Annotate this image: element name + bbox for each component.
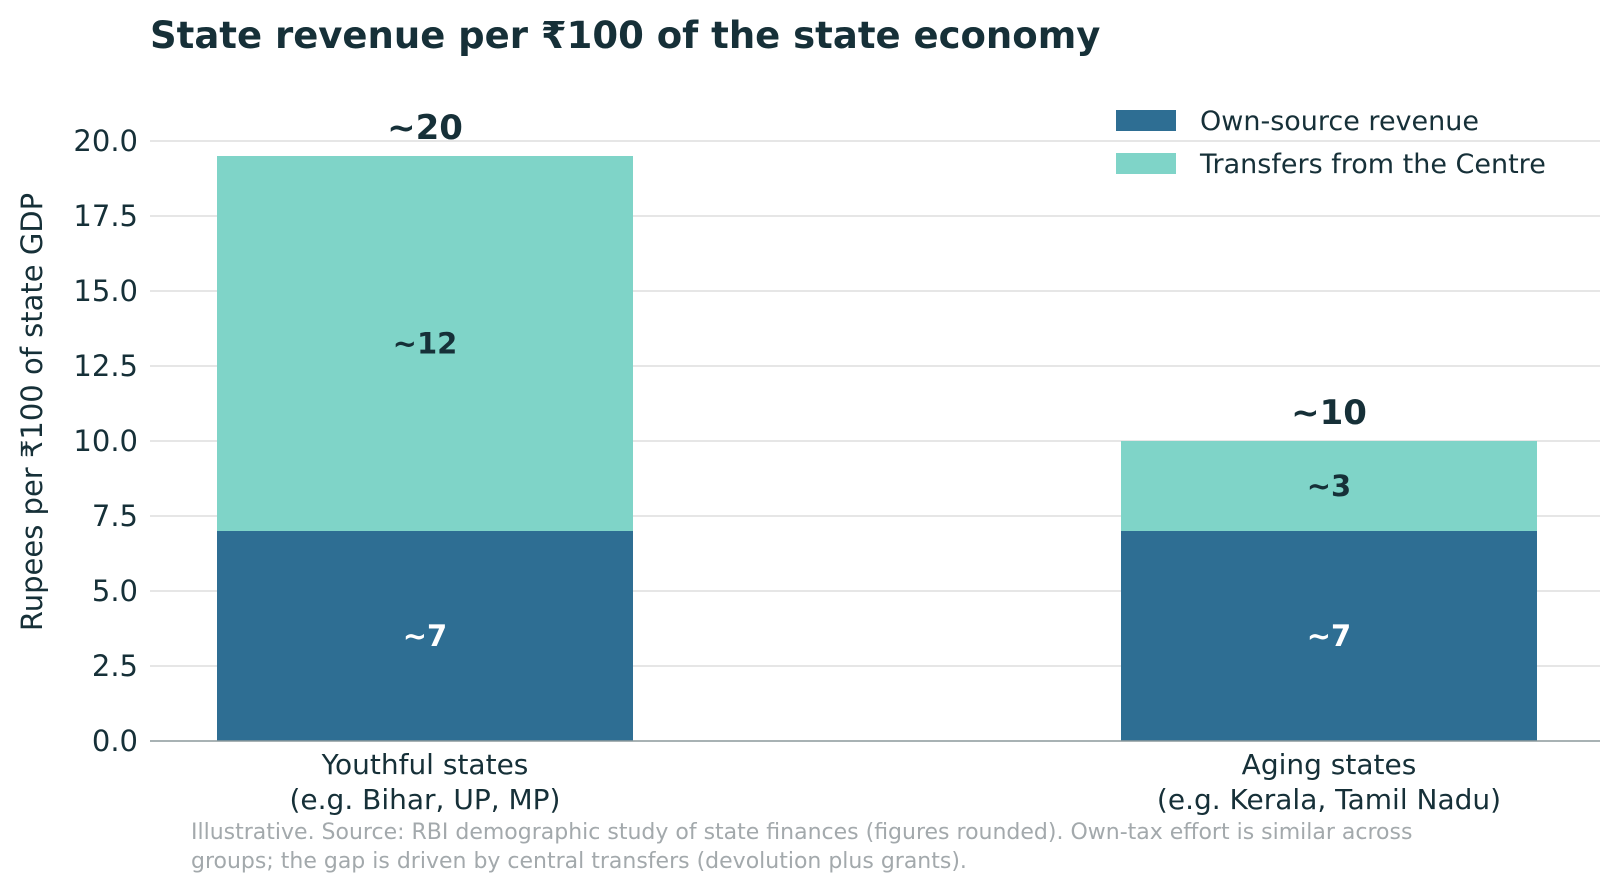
y-tick-label: 0.0	[92, 724, 138, 758]
legend: Own-source revenue Transfers from the Cen…	[1116, 106, 1546, 180]
source-note: Illustrative. Source: RBI demographic st…	[191, 820, 1412, 874]
legend-swatch	[1116, 110, 1176, 131]
segment-value-label: ~7	[1307, 619, 1351, 653]
bar-total-label: ~10	[1291, 393, 1367, 433]
y-tick-label: 17.5	[73, 199, 138, 233]
y-tick-label: 15.0	[73, 274, 138, 308]
y-tick-label: 20.0	[73, 124, 138, 158]
segment-value-label: ~3	[1307, 469, 1351, 503]
y-axis-label: Rupees per ₹100 of state GDP	[15, 193, 49, 631]
source-note-line: Illustrative. Source: RBI demographic st…	[191, 820, 1412, 845]
y-tick-label: 12.5	[73, 349, 138, 383]
source-note-line: groups; the gap is driven by central tra…	[191, 849, 967, 874]
y-tick-label: 7.5	[92, 499, 138, 533]
legend-swatch	[1116, 153, 1176, 174]
x-axis-categories: Youthful states(e.g. Bihar, UP, MP) Aging…	[290, 748, 1502, 816]
legend-label: Own-source revenue	[1200, 106, 1479, 137]
bar-segment	[217, 531, 633, 741]
segment-value-label: ~12	[393, 327, 458, 361]
bar-segment	[217, 156, 633, 531]
y-tick-label: 10.0	[73, 424, 138, 458]
x-category-label: (e.g. Kerala, Tamil Nadu)	[1157, 783, 1501, 816]
y-tick-label: 2.5	[92, 649, 138, 683]
y-axis-ticks: 0.0 2.5 5.0 7.5 10.0 12.5 15.0 17.5 20.0	[73, 124, 138, 758]
x-category-label: (e.g. Bihar, UP, MP)	[290, 783, 561, 816]
segment-value-label: ~7	[403, 619, 447, 653]
chart-title: State revenue per ₹100 of the state econ…	[150, 14, 1100, 57]
x-category-label: Aging states	[1242, 748, 1417, 781]
bar-total-label: ~20	[387, 108, 463, 148]
bar-segment	[1121, 531, 1537, 741]
legend-label: Transfers from the Centre	[1199, 149, 1546, 180]
y-tick-label: 5.0	[92, 574, 138, 608]
bar-segment	[1121, 441, 1537, 531]
x-category-label: Youthful states	[321, 748, 529, 781]
bars: ~7 ~12 ~20 ~7 ~3 ~10	[217, 108, 1537, 741]
